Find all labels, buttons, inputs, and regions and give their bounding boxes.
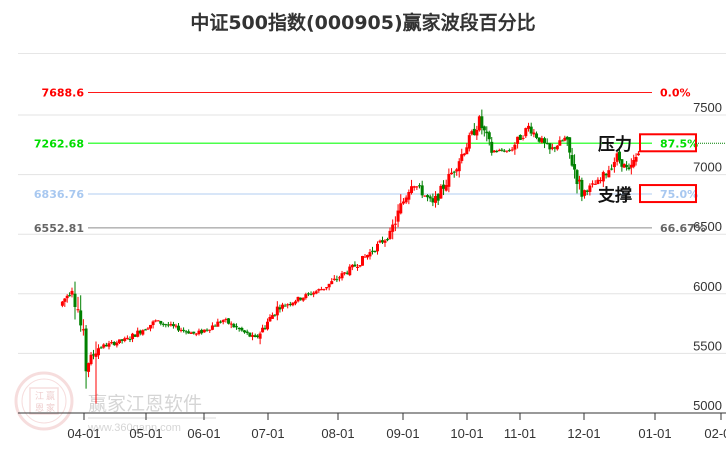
x-tick-label: 10-01 <box>450 426 483 441</box>
y-tick-label: 6000 <box>693 279 722 294</box>
level-value-label: 6552.81 <box>34 222 84 235</box>
annotations: 压力 支撑 <box>598 134 632 206</box>
watermark: 江 赢 恩 家 赢家江恩软件 www.360gann.com <box>14 371 216 434</box>
level-pct-label: 75.0% <box>660 188 698 201</box>
x-tick-label: 11-01 <box>504 426 536 441</box>
title-divider <box>18 53 726 54</box>
seal-char: 恩 <box>35 403 44 414</box>
y-tick-label: 5000 <box>693 398 722 413</box>
y-tick-label: 6500 <box>693 219 722 234</box>
level-value-label: 7688.6 <box>42 87 85 100</box>
candles <box>60 109 640 404</box>
level-value-label: 7262.68 <box>34 137 84 150</box>
y-tick-label: 7500 <box>693 100 722 115</box>
x-tick-label: 08-01 <box>321 426 354 441</box>
level-value-label: 6836.76 <box>34 188 84 201</box>
resistance-annotation: 压力 <box>598 134 632 155</box>
x-tick-label: 12-01 <box>567 426 600 441</box>
x-tick-label: 05-01 <box>129 426 162 441</box>
y-tick-label: 7000 <box>693 160 722 175</box>
x-tick-label: 04-01 <box>67 426 100 441</box>
seal-char: 江 <box>35 391 44 402</box>
axes: 04-01 05-01 06-01 07-01 08-01 09-01 10-01 11-01… <box>18 412 726 441</box>
seal-char: 家 <box>46 402 55 414</box>
x-tick-label: 07-01 <box>251 426 284 441</box>
y-tick-label: 5500 <box>693 338 722 353</box>
x-tick-label: 06-01 <box>187 426 220 441</box>
level-lines: 7688.6 0.0% 7262.68 87.5% 6836.76 75.0% 6552.8… <box>34 87 726 235</box>
x-tick-label: 09-01 <box>386 426 419 441</box>
level-highlight-box <box>639 184 697 204</box>
support-annotation: 支撑 <box>598 185 632 206</box>
x-tick-label: 02-01 <box>704 426 726 441</box>
chart-title: 中证500指数(000905)赢家波段百分比 <box>190 12 536 34</box>
watermark-brand: 赢家江恩软件 <box>88 393 202 415</box>
seal-char: 赢 <box>46 390 55 402</box>
level-pct-label: 87.5% <box>660 137 698 150</box>
level-pct-label: 66.67% <box>660 222 706 235</box>
level-pct-label: 0.0% <box>660 87 691 100</box>
x-tick-label: 01-01 <box>638 426 671 441</box>
watermark-url: www.360gann.com <box>87 422 181 434</box>
